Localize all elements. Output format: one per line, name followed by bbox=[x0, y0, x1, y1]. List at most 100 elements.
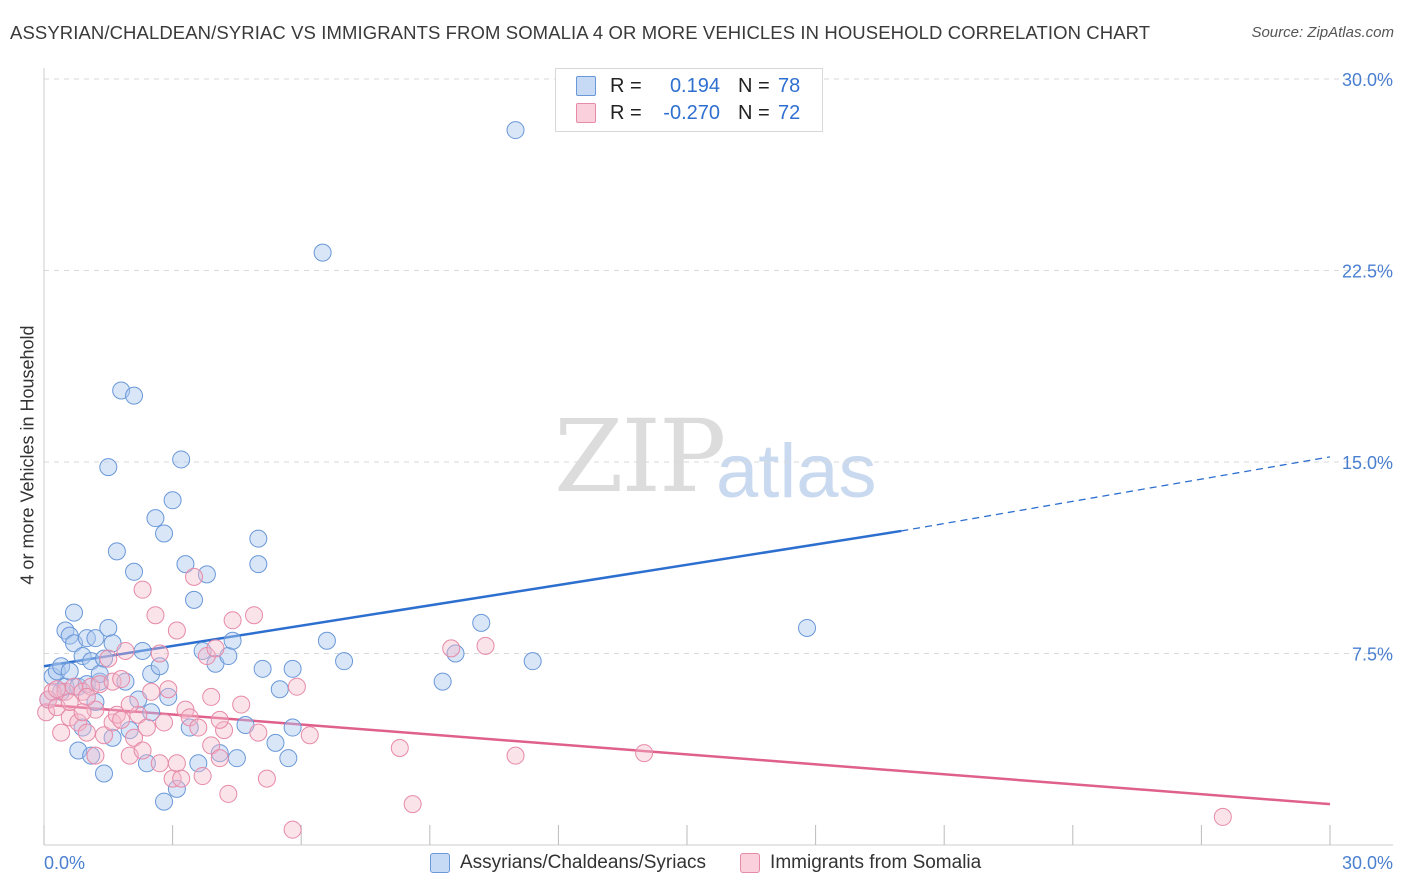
data-points bbox=[37, 121, 1232, 839]
legend-r-value: -0.270 bbox=[663, 101, 720, 124]
point-assyrians bbox=[172, 450, 191, 469]
point-assyrians bbox=[65, 603, 84, 622]
legend-label-somalia: Immigrants from Somalia bbox=[770, 852, 982, 873]
point-somalia bbox=[150, 644, 169, 663]
point-somalia bbox=[155, 713, 174, 732]
point-assyrians bbox=[150, 657, 169, 676]
source-label: Source: ZipAtlas.com bbox=[1251, 24, 1394, 41]
point-assyrians bbox=[95, 649, 114, 668]
point-somalia bbox=[206, 639, 225, 658]
point-assyrians bbox=[155, 524, 174, 543]
point-assyrians bbox=[185, 590, 204, 609]
point-somalia bbox=[146, 606, 165, 625]
point-somalia bbox=[249, 723, 268, 742]
point-somalia bbox=[219, 784, 238, 803]
point-somalia bbox=[506, 746, 525, 765]
point-assyrians bbox=[82, 746, 101, 765]
point-somalia bbox=[390, 738, 409, 757]
point-somalia bbox=[172, 769, 191, 788]
point-somalia bbox=[202, 736, 221, 755]
point-assyrians bbox=[266, 733, 285, 752]
point-somalia bbox=[150, 754, 169, 773]
series-legend: Assyrians/Chaldeans/Syriacs Immigrants f… bbox=[430, 852, 1015, 874]
point-somalia bbox=[47, 680, 66, 699]
point-assyrians bbox=[283, 718, 302, 737]
legend-r-value: 0.194 bbox=[669, 74, 720, 97]
point-somalia bbox=[300, 726, 319, 745]
legend-n-value: 78 bbox=[778, 74, 801, 97]
point-somalia bbox=[403, 795, 422, 814]
point-somalia bbox=[185, 567, 204, 586]
point-somalia bbox=[133, 741, 152, 760]
point-assyrians bbox=[176, 555, 195, 574]
point-somalia bbox=[159, 680, 178, 699]
point-assyrians bbox=[270, 680, 289, 699]
legend-item-assyrians: Assyrians/Chaldeans/Syriacs bbox=[430, 852, 706, 874]
point-somalia bbox=[73, 703, 92, 722]
point-somalia bbox=[257, 769, 276, 788]
point-assyrians bbox=[73, 647, 92, 666]
point-assyrians bbox=[107, 542, 126, 561]
point-assyrians bbox=[159, 687, 178, 706]
point-assyrians bbox=[86, 629, 105, 648]
point-somalia bbox=[223, 611, 242, 630]
point-somalia bbox=[635, 744, 654, 763]
legend-row-somalia: R = -0.270 N = 72 bbox=[576, 101, 800, 125]
legend-r-label: R = bbox=[610, 74, 642, 97]
point-somalia bbox=[52, 723, 71, 742]
point-assyrians bbox=[125, 562, 144, 581]
point-somalia bbox=[99, 649, 118, 668]
point-somalia bbox=[125, 728, 144, 747]
point-assyrians bbox=[52, 657, 71, 676]
point-assyrians bbox=[99, 618, 118, 637]
point-assyrians bbox=[283, 659, 302, 678]
trend-line-somalia bbox=[43, 703, 1331, 806]
point-assyrians bbox=[317, 631, 336, 650]
point-assyrians bbox=[163, 491, 182, 510]
point-assyrians bbox=[223, 631, 242, 650]
point-somalia bbox=[210, 749, 229, 768]
point-somalia bbox=[232, 695, 251, 714]
legend-n-label: N = bbox=[738, 101, 770, 124]
point-somalia bbox=[112, 710, 131, 729]
legend-swatch-blue bbox=[430, 853, 450, 873]
point-somalia bbox=[120, 695, 139, 714]
point-assyrians bbox=[95, 764, 114, 783]
point-assyrians bbox=[335, 652, 354, 671]
point-assyrians bbox=[133, 641, 152, 660]
watermark-zip: ZIP bbox=[554, 398, 726, 515]
point-somalia bbox=[287, 677, 306, 696]
point-somalia bbox=[86, 746, 105, 765]
x-tick-label: 0.0% bbox=[44, 853, 85, 873]
point-somalia bbox=[476, 636, 495, 655]
point-somalia bbox=[167, 621, 186, 640]
point-somalia bbox=[215, 721, 234, 740]
legend-label-assyrians: Assyrians/Chaldeans/Syriacs bbox=[460, 852, 707, 873]
legend-row-assyrians: R = 0.194 N = 78 bbox=[576, 74, 800, 98]
trend-lines bbox=[43, 456, 1331, 806]
point-assyrians bbox=[798, 618, 817, 637]
y-tick-label: 30.0% bbox=[1342, 70, 1393, 90]
point-somalia bbox=[60, 693, 79, 712]
y-tick-label: 22.5% bbox=[1342, 262, 1393, 282]
point-assyrians bbox=[313, 243, 332, 262]
point-somalia bbox=[133, 580, 152, 599]
point-somalia bbox=[116, 641, 135, 660]
point-assyrians bbox=[125, 386, 144, 405]
legend-r-label: R = bbox=[610, 101, 642, 124]
tick-labels: 7.5% 15.0% 22.5% 30.0% 0.0% 30.0% bbox=[44, 70, 1393, 873]
point-assyrians bbox=[155, 792, 174, 811]
point-somalia bbox=[1213, 807, 1232, 826]
point-assyrians bbox=[99, 458, 118, 477]
point-somalia bbox=[95, 726, 114, 745]
point-assyrians bbox=[253, 659, 272, 678]
trend-line-assyrians bbox=[43, 529, 902, 668]
gridlines bbox=[44, 78, 1393, 654]
legend-swatch-blue bbox=[576, 76, 596, 96]
point-somalia bbox=[210, 710, 229, 729]
point-assyrians bbox=[249, 529, 268, 548]
point-assyrians bbox=[523, 652, 542, 671]
point-somalia bbox=[77, 687, 96, 706]
point-assyrians bbox=[472, 613, 491, 632]
point-somalia bbox=[442, 639, 461, 658]
